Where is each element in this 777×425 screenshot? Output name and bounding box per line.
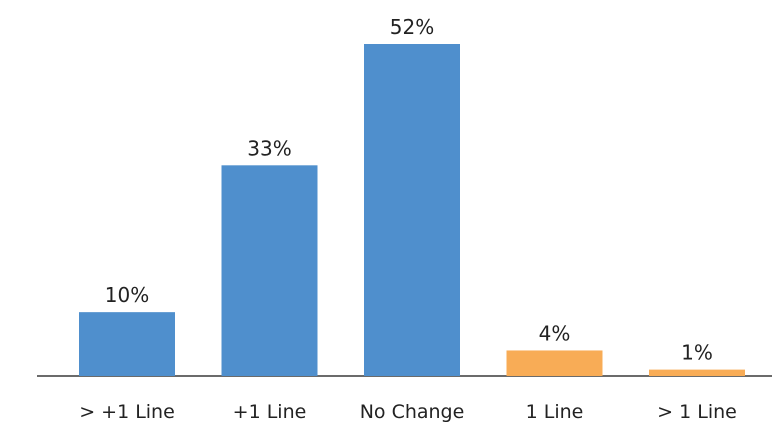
bar-0 <box>79 312 175 376</box>
data-label-2: 52% <box>390 15 434 39</box>
bar-3 <box>506 350 603 376</box>
data-label-1: 33% <box>247 136 291 160</box>
bars-group <box>79 44 745 376</box>
data-label-4: 1% <box>681 341 713 365</box>
bar-1 <box>221 165 318 376</box>
data-labels-group: 10% 33% 52% 4% 1% <box>105 15 713 365</box>
x-tick-label-4: > 1 Line <box>657 401 737 423</box>
x-tick-label-0: > +1 Line <box>79 401 175 423</box>
x-tick-label-3: 1 Line <box>526 401 584 423</box>
bar-4 <box>649 369 745 376</box>
x-tick-label-1: +1 Line <box>233 401 307 423</box>
x-tick-labels-group: > +1 Line +1 Line No Change 1 Line > 1 Line <box>79 401 737 423</box>
data-label-3: 4% <box>539 321 571 345</box>
x-tick-label-2: No Change <box>360 401 465 423</box>
data-label-0: 10% <box>105 283 149 307</box>
bar-2 <box>364 44 460 376</box>
